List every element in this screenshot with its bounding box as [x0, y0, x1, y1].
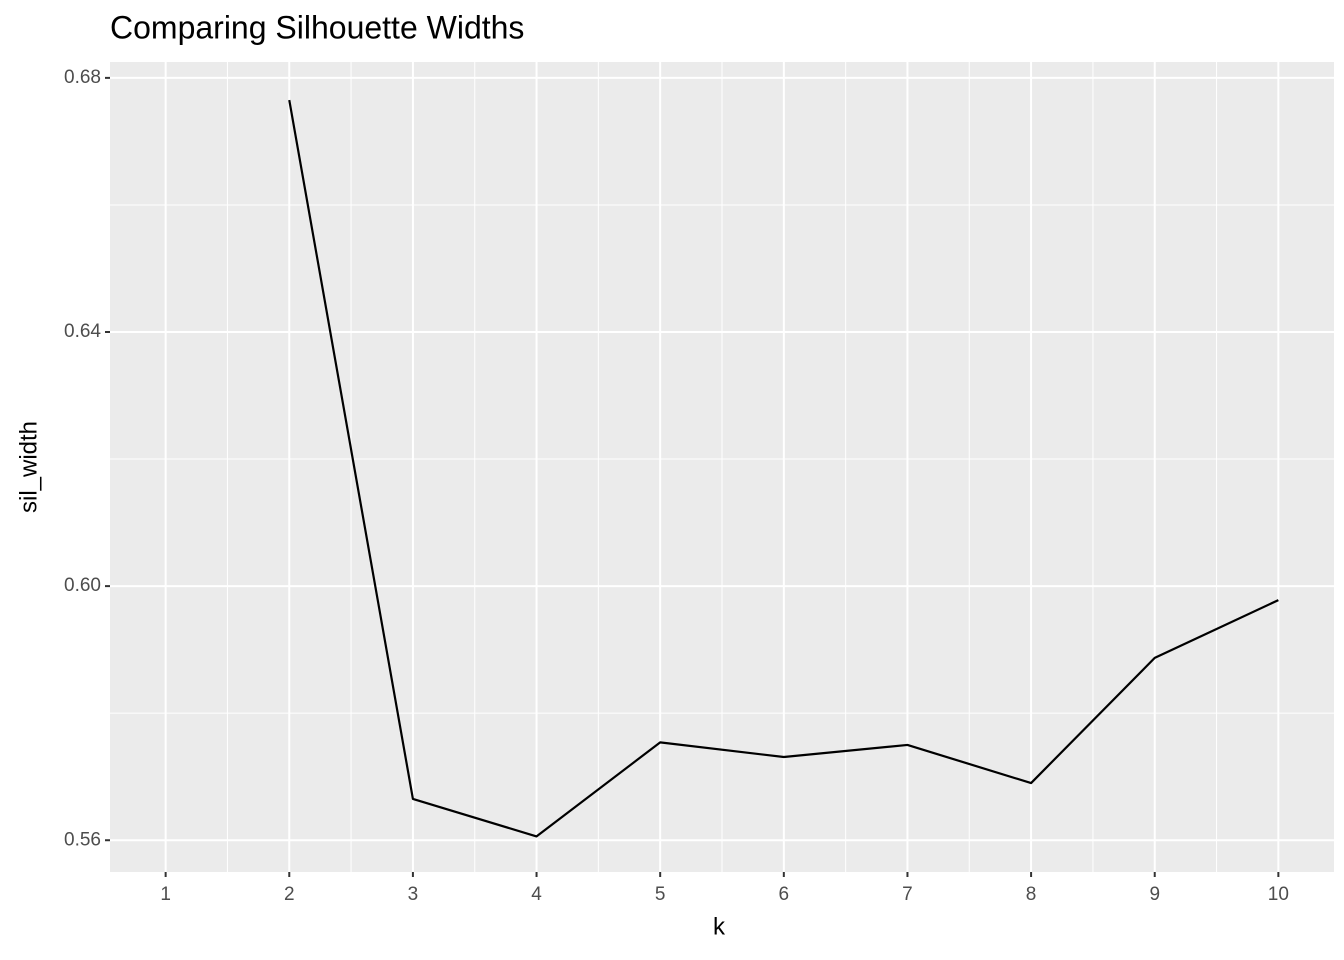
- x-tick-label: 6: [779, 884, 790, 905]
- x-axis-title: k: [713, 913, 726, 940]
- x-tick-label: 5: [655, 884, 666, 905]
- x-tick-label: 9: [1149, 884, 1160, 905]
- x-tick-label: 2: [284, 884, 295, 905]
- y-axis-title: sil_width: [15, 421, 42, 513]
- y-tick-label: 0.68: [64, 67, 101, 88]
- x-tick-label: 4: [531, 884, 542, 905]
- chart-title: Comparing Silhouette Widths: [110, 9, 524, 45]
- x-tick-label: 10: [1268, 884, 1289, 905]
- y-tick-label: 0.64: [64, 321, 101, 342]
- x-tick-label: 7: [902, 884, 913, 905]
- x-tick-label: 3: [408, 884, 419, 905]
- line: [288, 99, 1279, 838]
- y-tick-label: 0.60: [64, 575, 101, 596]
- x-tick-label: 1: [160, 884, 171, 905]
- y-tick-label: 0.56: [64, 829, 101, 850]
- x-tick-label: 8: [1026, 884, 1037, 905]
